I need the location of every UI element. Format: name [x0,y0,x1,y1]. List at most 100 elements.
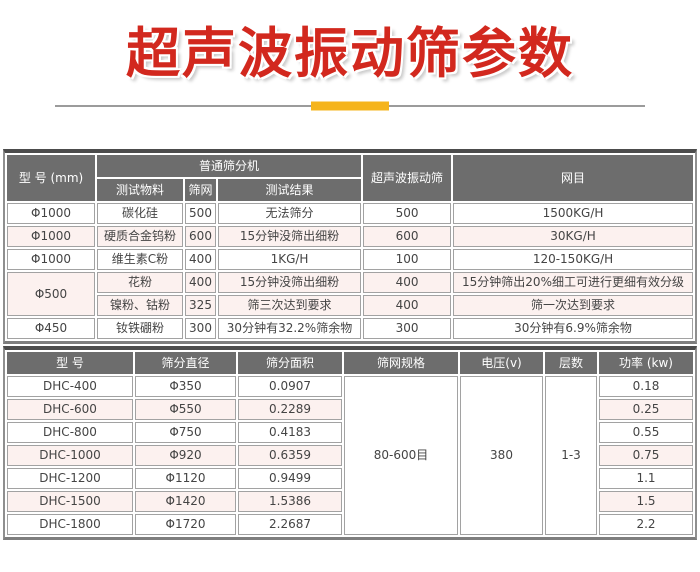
col-header-mesh-spec: 筛网规格 [344,352,458,375]
cell-output: 120-150KG/H [453,249,693,271]
table1-header-row-1: 型 号 (mm) 普通筛分机 超声波振动筛 网目 [7,155,693,202]
cell-material: 硬质合金钨粉 [97,226,183,248]
table-row: DHC-1800 Φ1720 2.2687 2.2 [7,514,693,536]
divider-accent-bar [311,101,389,111]
table-specifications: 型 号 筛分直径 筛分面积 筛网规格 电压(v) 层数 功率 (kw) DHC-… [3,346,697,541]
cell-ultrasonic: 600 [363,226,452,248]
col-header-layers: 层数 [545,352,597,375]
cell-model: DHC-1800 [7,514,133,536]
table-row: DHC-1000 Φ920 0.6359 0.75 [7,445,693,467]
table2-header-row: 型 号 筛分直径 筛分面积 筛网规格 电压(v) 层数 功率 (kw) [7,352,693,375]
cell-area: 0.9499 [238,468,342,490]
cell-material: 花粉 [97,272,183,294]
cell-material: 钕铁硼粉 [97,318,183,340]
cell-diameter: Φ550 [135,399,236,421]
col-header-power: 功率 (kw) [599,352,693,375]
table-row: DHC-800 Φ750 0.4183 0.55 [7,422,693,444]
table-row: DHC-400 Φ350 0.0907 80-600目 380 1-3 0.18 [7,376,693,536]
cell-voltage: 380 [460,376,543,536]
cell-model: Φ450 [7,318,95,340]
table-row: Φ1000 硬质合金钨粉 600 15分钟没筛出细粉 600 30KG/H [7,226,693,248]
table-row: Φ500 花粉 400 15分钟没筛出细粉 400 15分钟筛出20%细工可进行… [7,272,693,317]
cell-power: 0.75 [599,445,693,467]
cell-ultrasonic: 300 [363,318,452,340]
cell-model: Φ1000 [7,226,95,248]
cell-power: 0.55 [599,422,693,444]
cell-model: DHC-400 [7,376,133,398]
cell-result: 15分钟没筛出细粉 [218,226,362,248]
cell-power: 2.2 [599,514,693,536]
cell-power: 1.5 [599,491,693,513]
cell-model: DHC-1200 [7,468,133,490]
cell-mesh: 300 [185,318,216,340]
cell-result: 无法筛分 [218,203,362,225]
cell-power: 1.1 [599,468,693,490]
cell-mesh: 500 [185,203,216,225]
cell-mesh-spec: 80-600目 [344,376,458,536]
table-row: DHC-1200 Φ1120 0.9499 1.1 [7,468,693,490]
table-row: DHC-600 Φ550 0.2289 0.25 [7,399,693,421]
table-row: Φ1000 维生素C粉 400 1KG/H 100 120-150KG/H [7,249,693,271]
cell-output: 30分钟有6.9%筛余物 [453,318,693,340]
cell-material: 碳化硅 [97,203,183,225]
cell-mesh: 325 [185,295,216,317]
col-header-test-result: 测试结果 [218,179,362,202]
cell-model: Φ1000 [7,249,95,271]
cell-ultrasonic: 500 [363,203,452,225]
cell-model: Φ500 [7,272,95,317]
tables-container: 型 号 (mm) 普通筛分机 超声波振动筛 网目 测试物料 筛网 测试结果 Φ1… [3,149,697,541]
col-header-model-mm: 型 号 (mm) [7,155,95,202]
col-header-sieve-area: 筛分面积 [238,352,342,375]
cell-area: 0.2289 [238,399,342,421]
cell-diameter: Φ1120 [135,468,236,490]
cell-mesh: 600 [185,226,216,248]
cell-diameter: Φ350 [135,376,236,398]
col-header-model: 型 号 [7,352,133,375]
cell-model: DHC-600 [7,399,133,421]
cell-mesh: 400 [185,249,216,271]
col-header-test-material: 测试物料 [97,179,183,202]
cell-output: 1500KG/H [453,203,693,225]
cell-area: 0.0907 [238,376,342,398]
col-header-ordinary-sieve-group: 普通筛分机 [97,155,362,178]
cell-ultrasonic: 100 [363,249,452,271]
cell-model: DHC-1000 [7,445,133,467]
cell-model: DHC-1500 [7,491,133,513]
cell-area: 0.4183 [238,422,342,444]
cell-power: 0.18 [599,376,693,398]
cell-mesh: 400 [185,272,216,294]
table-row: Φ1000 碳化硅 500 无法筛分 500 1500KG/H [7,203,693,225]
cell-result: 筛三次达到要求 [218,295,362,317]
cell-area: 1.5386 [238,491,342,513]
cell-diameter: Φ750 [135,422,236,444]
cell-material: 镍粉、钴粉 [97,295,183,317]
cell-result: 1KG/H [218,249,362,271]
cell-model: DHC-800 [7,422,133,444]
title-divider [55,101,645,111]
table-row: Φ450 钕铁硼粉 300 30分钟有32.2%筛余物 300 30分钟有6.9… [7,318,693,340]
col-header-screen: 筛网 [185,179,216,202]
col-header-mesh-count: 网目 [453,155,693,202]
cell-output: 15分钟筛出20%细工可进行更细有效分级 [453,272,693,294]
cell-output: 30KG/H [453,226,693,248]
cell-output: 筛一次达到要求 [453,295,693,317]
cell-area: 2.2687 [238,514,342,536]
cell-area: 0.6359 [238,445,342,467]
page-title: 超声波振动筛参数 [126,22,574,85]
col-header-voltage: 电压(v) [460,352,543,375]
cell-diameter: Φ920 [135,445,236,467]
col-header-ultrasonic-sieve: 超声波振动筛 [363,155,452,202]
cell-layers: 1-3 [545,376,597,536]
table-performance-comparison: 型 号 (mm) 普通筛分机 超声波振动筛 网目 测试物料 筛网 测试结果 Φ1… [3,149,697,345]
cell-ultrasonic: 400 [363,272,452,294]
cell-result: 15分钟没筛出细粉 [218,272,362,294]
cell-diameter: Φ1720 [135,514,236,536]
cell-material: 维生素C粉 [97,249,183,271]
cell-diameter: Φ1420 [135,491,236,513]
cell-model: Φ1000 [7,203,95,225]
table-row: 镍粉、钴粉 325 筛三次达到要求 400 筛一次达到要求 [7,295,693,317]
table-row: DHC-1500 Φ1420 1.5386 1.5 [7,491,693,513]
table1-header-row-2: 测试物料 筛网 测试结果 [7,179,693,202]
col-header-sieve-diameter: 筛分直径 [135,352,236,375]
cell-result: 30分钟有32.2%筛余物 [218,318,362,340]
